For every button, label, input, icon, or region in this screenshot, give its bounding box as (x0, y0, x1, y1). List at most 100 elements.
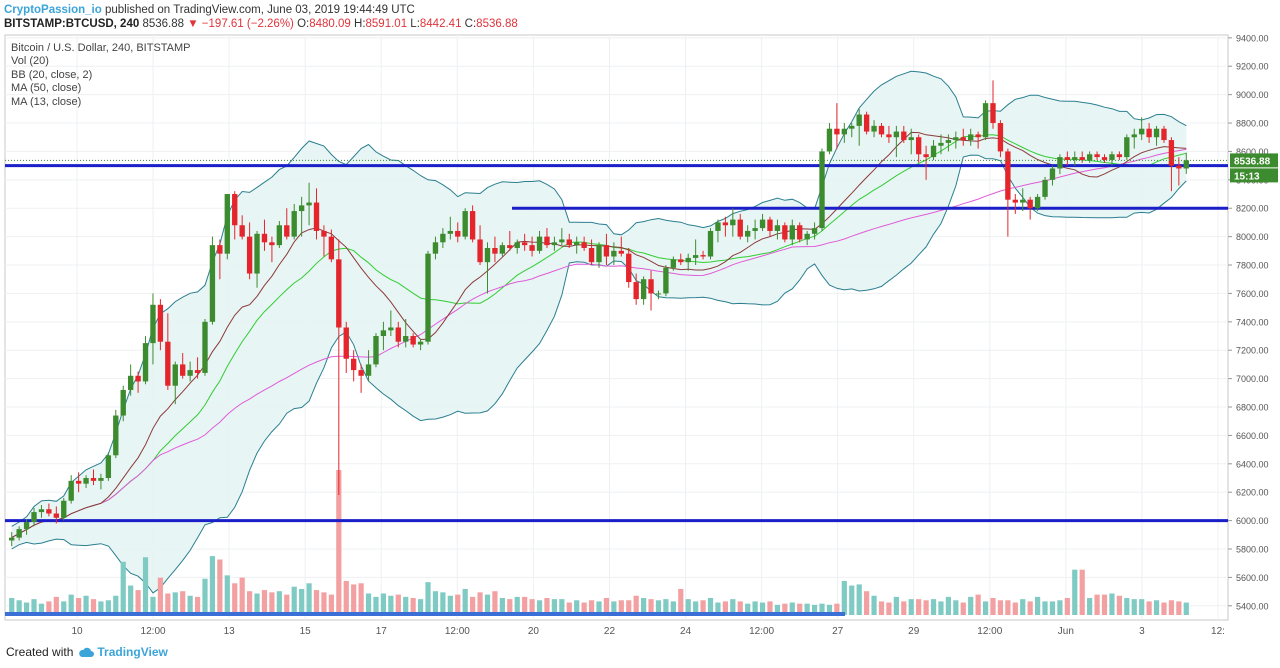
y-tick-label: 7800.00 (1236, 261, 1269, 271)
volume-bar (1124, 598, 1130, 615)
candle (1116, 151, 1123, 160)
volume-bar (1057, 600, 1063, 615)
volume-bar (1012, 602, 1018, 615)
volume-bar (380, 593, 387, 615)
volume-bar (365, 593, 372, 615)
candle (1012, 194, 1018, 214)
candle (1168, 137, 1175, 192)
author-link[interactable]: CryptoPassion_io (4, 4, 102, 16)
volume-bar (841, 581, 847, 615)
high-value: 8591.01 (365, 18, 408, 30)
candle (1064, 151, 1071, 166)
volume-bar (618, 600, 624, 615)
volume-bar (1146, 601, 1152, 615)
candle (737, 213, 743, 240)
volume-bar (953, 600, 959, 615)
candle (1042, 176, 1048, 200)
volume-bar (9, 598, 15, 615)
volume-bar (232, 583, 238, 615)
x-tick-label: 3 (1139, 626, 1145, 637)
volume-bar (336, 470, 342, 615)
volume-bar (596, 601, 602, 615)
volume-bar (782, 603, 788, 615)
candle (61, 497, 67, 521)
volume-bar (566, 602, 572, 615)
volume-bar (611, 601, 617, 615)
candle (417, 338, 424, 351)
symbol-label: BITSTAMP:BTCUSD, 240 (4, 18, 140, 30)
candle (968, 128, 974, 146)
countdown-tag-text: 15:13 (1234, 171, 1260, 182)
candle (1146, 123, 1152, 143)
candle (351, 350, 357, 382)
candle (655, 290, 662, 300)
volume-bar (700, 600, 706, 615)
candle (797, 222, 803, 243)
candle (1139, 117, 1145, 141)
volume-bar (514, 596, 520, 615)
candle (440, 228, 446, 248)
legend-ma13[interactable]: MA (13, close) (11, 95, 82, 108)
candle (224, 194, 230, 260)
volume-bar (774, 604, 781, 615)
bollinger-band-fill (11, 71, 1187, 593)
y-tick-label: 9000.00 (1236, 90, 1269, 100)
volume-bar (544, 598, 550, 615)
volume-bar (663, 599, 669, 615)
volume-bar (128, 585, 134, 615)
volume-bar (1168, 600, 1175, 615)
y-tick-label: 7000.00 (1236, 374, 1269, 384)
candle (1094, 151, 1100, 160)
volume-bar (730, 599, 736, 615)
candle (678, 253, 684, 266)
close-label: C: (464, 18, 477, 30)
volume-bar (254, 593, 260, 615)
volume-bar (752, 601, 758, 615)
volume-bar (1087, 598, 1093, 615)
candle (373, 333, 379, 368)
y-tick-label: 8000.00 (1236, 232, 1269, 242)
volume-bar (574, 600, 580, 615)
candle (507, 230, 513, 251)
candle (975, 131, 981, 149)
candle (1109, 151, 1115, 166)
open-value: 8480.09 (309, 18, 351, 30)
volume-bar (789, 602, 795, 615)
x-tick-label: 29 (908, 626, 920, 637)
candle (826, 123, 833, 155)
candle (127, 364, 134, 396)
volume-bar (328, 594, 334, 615)
candle (1101, 154, 1108, 163)
open-label: O: (297, 18, 310, 30)
ohlc-line: BITSTAMP:BTCUSD, 240 8536.88 ▼ −197.61 (… (4, 17, 518, 31)
candle (165, 313, 171, 390)
legend-vol[interactable]: Vol (20) (11, 55, 49, 68)
volume-bar (403, 596, 409, 615)
candle (1072, 151, 1078, 166)
candle (180, 353, 186, 379)
candle (1124, 134, 1130, 160)
x-tick-label: 10 (71, 626, 83, 637)
candle (1086, 151, 1093, 163)
volume-bar (1079, 569, 1085, 615)
price-axis: 9400.009200.009000.008800.008600.008400.… (1228, 33, 1269, 611)
y-tick-label: 6000.00 (1236, 516, 1269, 526)
volume-bar (313, 590, 320, 615)
candle (150, 293, 156, 365)
volume-bar (670, 601, 676, 615)
volume-bar (247, 591, 253, 615)
volume-bar (187, 595, 193, 615)
legend-bb[interactable]: BB (20, close, 2) (11, 68, 93, 81)
candle (313, 188, 320, 240)
candle (187, 361, 193, 382)
tradingview-cloud-icon (79, 647, 95, 657)
legend-ma50[interactable]: MA (50, close) (11, 82, 82, 95)
volume-bar (76, 598, 82, 615)
volume-bar (655, 600, 662, 615)
candle (343, 321, 349, 373)
close-value: 8536.88 (476, 18, 518, 30)
volume-bar (306, 583, 312, 615)
candle (113, 409, 119, 459)
tradingview-logo[interactable]: TradingView (97, 645, 168, 659)
